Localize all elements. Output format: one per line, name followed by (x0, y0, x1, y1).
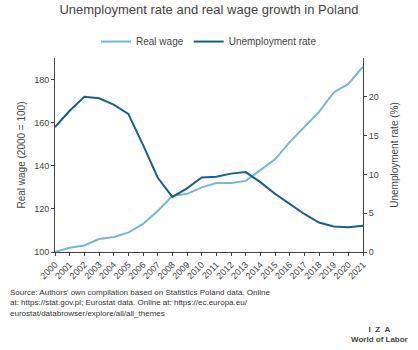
svg-text:Unemployment rate: Unemployment rate (229, 36, 317, 47)
svg-text:2015: 2015 (258, 260, 279, 281)
svg-text:180: 180 (34, 75, 49, 85)
svg-text:160: 160 (34, 118, 49, 128)
svg-text:15: 15 (369, 131, 379, 141)
svg-text:2018: 2018 (302, 260, 323, 281)
svg-text:2005: 2005 (112, 260, 133, 281)
svg-text:5: 5 (369, 208, 374, 218)
svg-text:2000: 2000 (38, 260, 59, 281)
svg-text:2010: 2010 (185, 260, 206, 281)
svg-text:100: 100 (34, 247, 49, 257)
svg-text:120: 120 (34, 204, 49, 214)
svg-text:2016: 2016 (273, 260, 294, 281)
svg-text:2003: 2003 (82, 260, 103, 281)
svg-text:2019: 2019 (317, 260, 338, 281)
svg-text:2021: 2021 (346, 260, 367, 281)
svg-text:Real wage: Real wage (136, 36, 184, 47)
svg-text:10: 10 (369, 170, 379, 180)
svg-text:Unemployment rate and real wag: Unemployment rate and real wage growth i… (59, 2, 358, 17)
svg-text:2004: 2004 (97, 260, 118, 281)
svg-text:2007: 2007 (141, 260, 162, 281)
svg-text:2014: 2014 (244, 260, 265, 281)
svg-text:140: 140 (34, 161, 49, 171)
svg-text:I Z AWorld of Labor: I Z AWorld of Labor (351, 325, 408, 344)
svg-text:Real wage (2000 = 100): Real wage (2000 = 100) (16, 101, 27, 208)
svg-text:2002: 2002 (68, 260, 89, 281)
svg-text:2001: 2001 (53, 260, 74, 281)
svg-text:0: 0 (369, 247, 374, 257)
svg-text:2020: 2020 (332, 260, 353, 281)
svg-text:2009: 2009 (170, 260, 191, 281)
svg-text:2008: 2008 (156, 260, 177, 281)
svg-text:2013: 2013 (229, 260, 250, 281)
svg-text:2012: 2012 (214, 260, 235, 281)
svg-text:20: 20 (369, 92, 379, 102)
svg-text:2011: 2011 (200, 260, 221, 281)
svg-text:2006: 2006 (126, 260, 147, 281)
svg-text:Source: Authors' own compilati: Source: Authors' own compilation based o… (10, 288, 270, 318)
svg-text:2017: 2017 (288, 260, 309, 281)
svg-text:Unemployment rate (%): Unemployment rate (%) (389, 102, 400, 208)
